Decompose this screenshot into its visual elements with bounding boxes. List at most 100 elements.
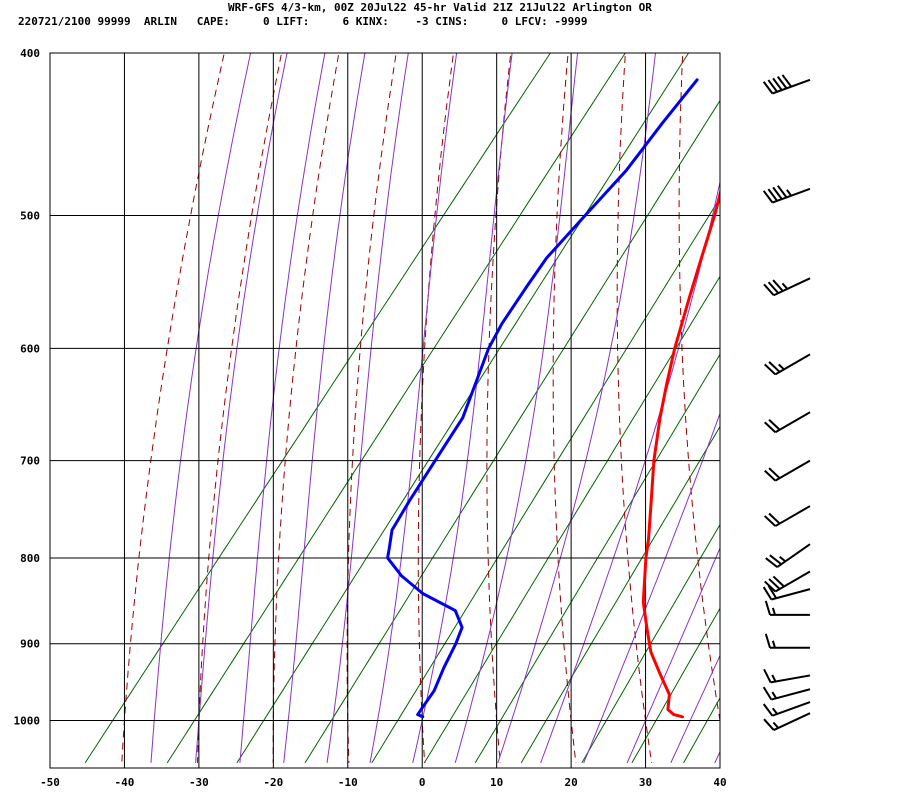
wind-barb <box>762 701 811 717</box>
x-tick-label: -40 <box>115 776 135 789</box>
barb-full-feather <box>772 575 785 588</box>
barb-full-feather <box>768 419 781 431</box>
barb-full-feather <box>762 686 773 701</box>
plot-frame <box>49 52 721 769</box>
barb-staff <box>773 712 811 731</box>
moist-adiabat-line <box>239 53 326 763</box>
barb-half-feather <box>779 556 787 563</box>
wind-barb <box>762 74 811 95</box>
wind-barb <box>763 712 811 731</box>
barb-full-feather <box>772 186 783 200</box>
barb-full-feather <box>764 515 777 527</box>
barb-full-feather <box>764 633 771 649</box>
barb-half-feather <box>772 721 780 729</box>
barb-full-feather <box>764 600 771 616</box>
sounding-profiles <box>386 78 720 719</box>
dry-adiabat-line <box>678 53 720 724</box>
mixing-ratio-line <box>631 607 720 764</box>
mixing-ratio-line <box>423 275 720 764</box>
barb-full-feather <box>763 668 772 683</box>
barb-half-feather <box>771 691 778 699</box>
moist-adiabat-line <box>583 412 720 764</box>
wind-barb <box>763 668 811 684</box>
wind-barb <box>762 185 811 204</box>
y-tick-label: 400 <box>20 47 40 60</box>
barb-full-feather <box>772 77 783 91</box>
barb-full-feather <box>765 557 778 568</box>
barb-half-feather <box>771 640 776 649</box>
dewpoint-line <box>386 78 699 719</box>
barb-full-feather <box>762 81 774 95</box>
moist-adiabat-line <box>195 53 288 763</box>
mixing-ratio-line <box>236 53 690 764</box>
moist-adiabat-line <box>540 179 720 764</box>
barb-half-feather <box>786 189 793 197</box>
x-tick-label: 10 <box>490 776 503 789</box>
background-lines <box>84 53 720 764</box>
moist-adiabat-line <box>283 53 366 763</box>
mixing-ratio-line <box>520 425 720 764</box>
wind-barb <box>762 686 811 701</box>
x-tick-label: 0 <box>419 776 426 789</box>
dry-adiabat-line <box>346 53 397 763</box>
barb-staff <box>774 570 811 593</box>
barb-full-feather <box>768 361 781 373</box>
barb-full-feather <box>781 74 793 88</box>
x-tick-label: -30 <box>189 776 209 789</box>
y-tick-label: 700 <box>20 455 40 468</box>
barb-staff <box>771 588 811 601</box>
moist-adiabat-line <box>326 53 409 763</box>
x-tick-label: -20 <box>263 776 283 789</box>
barb-half-feather <box>771 607 776 616</box>
barb-full-feather <box>764 421 777 433</box>
x-tick-label: -50 <box>40 776 60 789</box>
barb-full-feather <box>767 585 778 599</box>
barb-full-feather <box>762 703 774 717</box>
barb-full-feather <box>768 512 781 525</box>
barb-full-feather <box>768 467 781 479</box>
wind-barb <box>764 600 810 616</box>
barb-full-feather <box>772 279 784 292</box>
moist-adiabat-line <box>454 53 579 764</box>
x-tick-label: 30 <box>639 776 652 789</box>
y-tick-label: 600 <box>20 342 40 355</box>
barb-full-feather <box>767 281 780 294</box>
moist-adiabat-line <box>369 53 458 763</box>
barb-staff <box>771 688 811 701</box>
barb-staff <box>774 505 811 527</box>
wind-barb <box>764 353 811 376</box>
dry-adiabat-line <box>616 53 653 763</box>
barb-half-feather <box>771 674 777 682</box>
station-indices-line: 220721/2100 99999 ARLIN CAPE: 0 LIFT: 6 … <box>18 15 588 28</box>
dry-adiabat-line <box>552 53 577 763</box>
wind-barb <box>764 411 811 434</box>
wind-barb <box>765 543 811 568</box>
moist-adiabat-line <box>497 53 657 764</box>
barb-full-feather <box>764 469 777 482</box>
wind-barb <box>764 570 811 593</box>
barb-full-feather <box>769 554 782 566</box>
mixing-ratio-line <box>304 99 720 764</box>
dry-adiabat-line <box>197 53 283 763</box>
mixing-ratio-line <box>166 53 626 764</box>
barb-staff <box>776 543 811 568</box>
barb-full-feather <box>767 188 778 202</box>
barb-staff <box>773 277 811 297</box>
barb-full-feather <box>767 79 778 93</box>
y-tick-label: 900 <box>20 638 40 651</box>
barb-full-feather <box>763 283 775 296</box>
x-tick-label: -10 <box>338 776 358 789</box>
mixing-ratio-line <box>581 523 720 764</box>
barb-staff <box>772 701 811 717</box>
barb-full-feather <box>776 185 788 198</box>
moist-adiabat-line <box>412 53 513 764</box>
wind-barbs <box>762 74 811 731</box>
barb-half-feather <box>778 363 785 371</box>
wind-barb <box>763 277 811 297</box>
dry-adiabat-line <box>121 53 225 763</box>
moist-adiabat-line <box>670 654 720 764</box>
moist-adiabat-line <box>150 53 252 763</box>
barb-full-feather <box>776 76 788 89</box>
wind-barb <box>764 633 810 649</box>
